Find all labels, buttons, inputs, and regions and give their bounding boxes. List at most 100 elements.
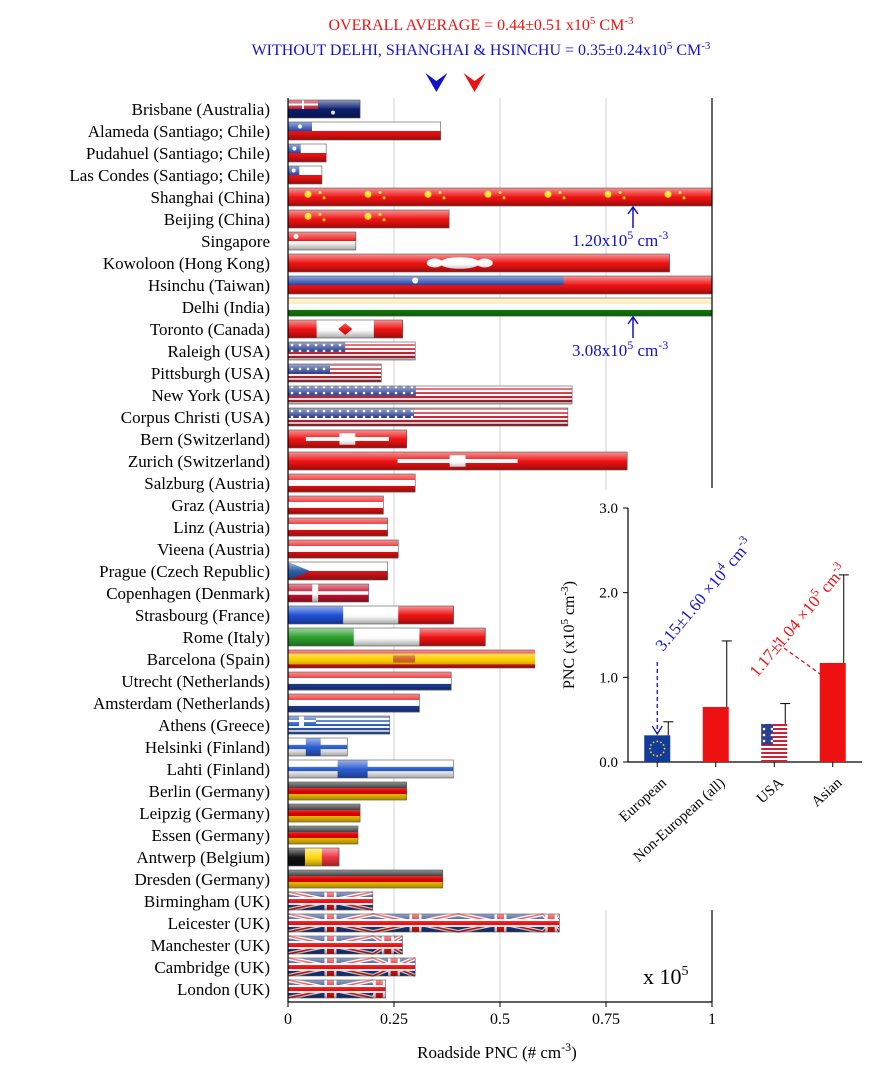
- category-label: Pittsburgh (USA): [151, 364, 270, 383]
- category-label: New York (USA): [151, 386, 270, 405]
- category-label: Prague (Czech Republic): [99, 562, 270, 581]
- category-label: Utrecht (Netherlands): [121, 672, 270, 691]
- inset-bar-red: [702, 706, 729, 762]
- bar-us: [287, 341, 416, 361]
- category-label: London (UK): [177, 980, 270, 999]
- average-markers: [425, 73, 486, 92]
- bar-de: [287, 825, 359, 845]
- bar-fr: [287, 605, 454, 625]
- bar-sg: [287, 231, 357, 251]
- category-label: Helsinki (Finland): [145, 738, 270, 757]
- without-average-text: WITHOUT DELHI, SHANGHAI & HSINCHU = 0.35…: [252, 40, 711, 59]
- overall-average-text: OVERALL AVERAGE = 0.44±0.51 x105 CM-3: [329, 15, 634, 34]
- bar-shine: [288, 474, 416, 492]
- inset-background: [535, 490, 875, 910]
- category-label: Graz (Austria): [171, 496, 270, 515]
- inset-y-label: PNC (x105 cm-3): [559, 581, 578, 689]
- bar-shine: [288, 870, 443, 888]
- x-axis-label: Roadside PNC (# cm-3): [417, 1040, 577, 1062]
- bar-us: [287, 363, 382, 383]
- inset-y-tick-label: 0.0: [599, 755, 618, 771]
- category-label: Toronto (Canada): [150, 320, 270, 339]
- bar-shine: [288, 694, 420, 712]
- bar-cz: [287, 561, 388, 581]
- bar-shine: [288, 848, 339, 866]
- category-label: Delhi (India): [182, 298, 270, 317]
- bar-uk: [287, 890, 374, 912]
- category-label: Manchester (UK): [151, 936, 270, 955]
- bar-fi: [287, 737, 348, 757]
- x-tick-label: 0.75: [592, 1011, 620, 1028]
- category-label: Strasbourg (France): [135, 606, 270, 625]
- annotation-label: 1.20x105 cm-3: [572, 228, 668, 250]
- category-label: Zurich (Switzerland): [128, 452, 270, 471]
- bar-shine: [288, 782, 407, 800]
- bar-dk: [287, 583, 369, 603]
- category-label: Leicester (UK): [168, 914, 270, 933]
- category-label: Hsinchu (Taiwan): [148, 276, 270, 295]
- category-label: Bern (Switzerland): [140, 430, 270, 449]
- bar-ch: [287, 429, 408, 449]
- annotation-arrowhead: [627, 315, 639, 325]
- bar-shine: [288, 320, 403, 338]
- category-label: Vieena (Austria): [157, 540, 270, 559]
- bar-shine: [288, 496, 384, 514]
- category-label: Raleigh (USA): [168, 342, 270, 361]
- category-label: Shanghai (China): [151, 188, 270, 207]
- main-labels: Brisbane (Australia) Alameda (Santiago; C…: [69, 100, 270, 999]
- bar-be: [287, 847, 340, 867]
- bar-shine: [288, 342, 416, 360]
- bar-shine: [288, 914, 560, 932]
- x-tick-label: 0.5: [490, 1011, 510, 1028]
- category-label: Beijing (China): [164, 210, 270, 229]
- bar-shine: [288, 892, 373, 910]
- bar-shine: [288, 232, 356, 250]
- bar-uk: [287, 934, 404, 956]
- bar-shine: [288, 606, 454, 624]
- inset-asian-arrowhead: [829, 678, 841, 690]
- bar-shine: [288, 144, 327, 162]
- bar-shine: [288, 430, 407, 448]
- bar-at: [287, 473, 416, 493]
- bar-shine: [288, 650, 539, 668]
- category-label: Berlin (Germany): [149, 782, 270, 801]
- category-label: Antwerp (Belgium): [136, 848, 270, 867]
- bar-shine: [288, 804, 361, 822]
- bar-shine: [288, 738, 348, 756]
- x-tick-label: 0: [284, 1011, 292, 1028]
- bar-shine: [288, 562, 388, 580]
- bar-gr: [287, 715, 391, 735]
- category-label: Brisbane (Australia): [132, 100, 270, 119]
- category-label: Dresden (Germany): [135, 870, 270, 889]
- x-tick-label: 1: [708, 1011, 716, 1028]
- bar-cl: [287, 143, 327, 163]
- category-label: Singapore: [201, 232, 270, 251]
- bar-shine: [288, 716, 390, 734]
- bar-at: [287, 495, 384, 515]
- bar-us: [287, 385, 573, 405]
- bar-de: [287, 803, 361, 823]
- bar-shine: [288, 276, 712, 294]
- bar-at: [287, 539, 399, 559]
- inset-european-arrowhead: [651, 725, 663, 736]
- x-tick-label: 0.25: [380, 1011, 408, 1028]
- bar-shine: [288, 408, 568, 426]
- bar-shine: [288, 936, 403, 954]
- bar-ch: [287, 451, 628, 471]
- bar-shine: [288, 980, 386, 998]
- main-annotations: 1.20x105 cm-3 3.08x105 cm-3: [572, 205, 668, 360]
- main-bars: [287, 99, 713, 1000]
- bar-cn: [287, 209, 450, 229]
- bar-shine: [288, 298, 712, 316]
- overall-marker: [463, 73, 486, 92]
- bar-shine: [288, 166, 322, 184]
- inset-bar-eu: [644, 735, 671, 762]
- bar-it: [287, 627, 486, 647]
- bar-ca: [287, 319, 403, 339]
- bar-in: [287, 297, 713, 317]
- bar-shine: [288, 826, 358, 844]
- bar-de: [287, 781, 408, 801]
- category-label: Salzburg (Austria): [144, 474, 270, 493]
- bar-at: [287, 517, 388, 537]
- bar-shine: [288, 452, 628, 470]
